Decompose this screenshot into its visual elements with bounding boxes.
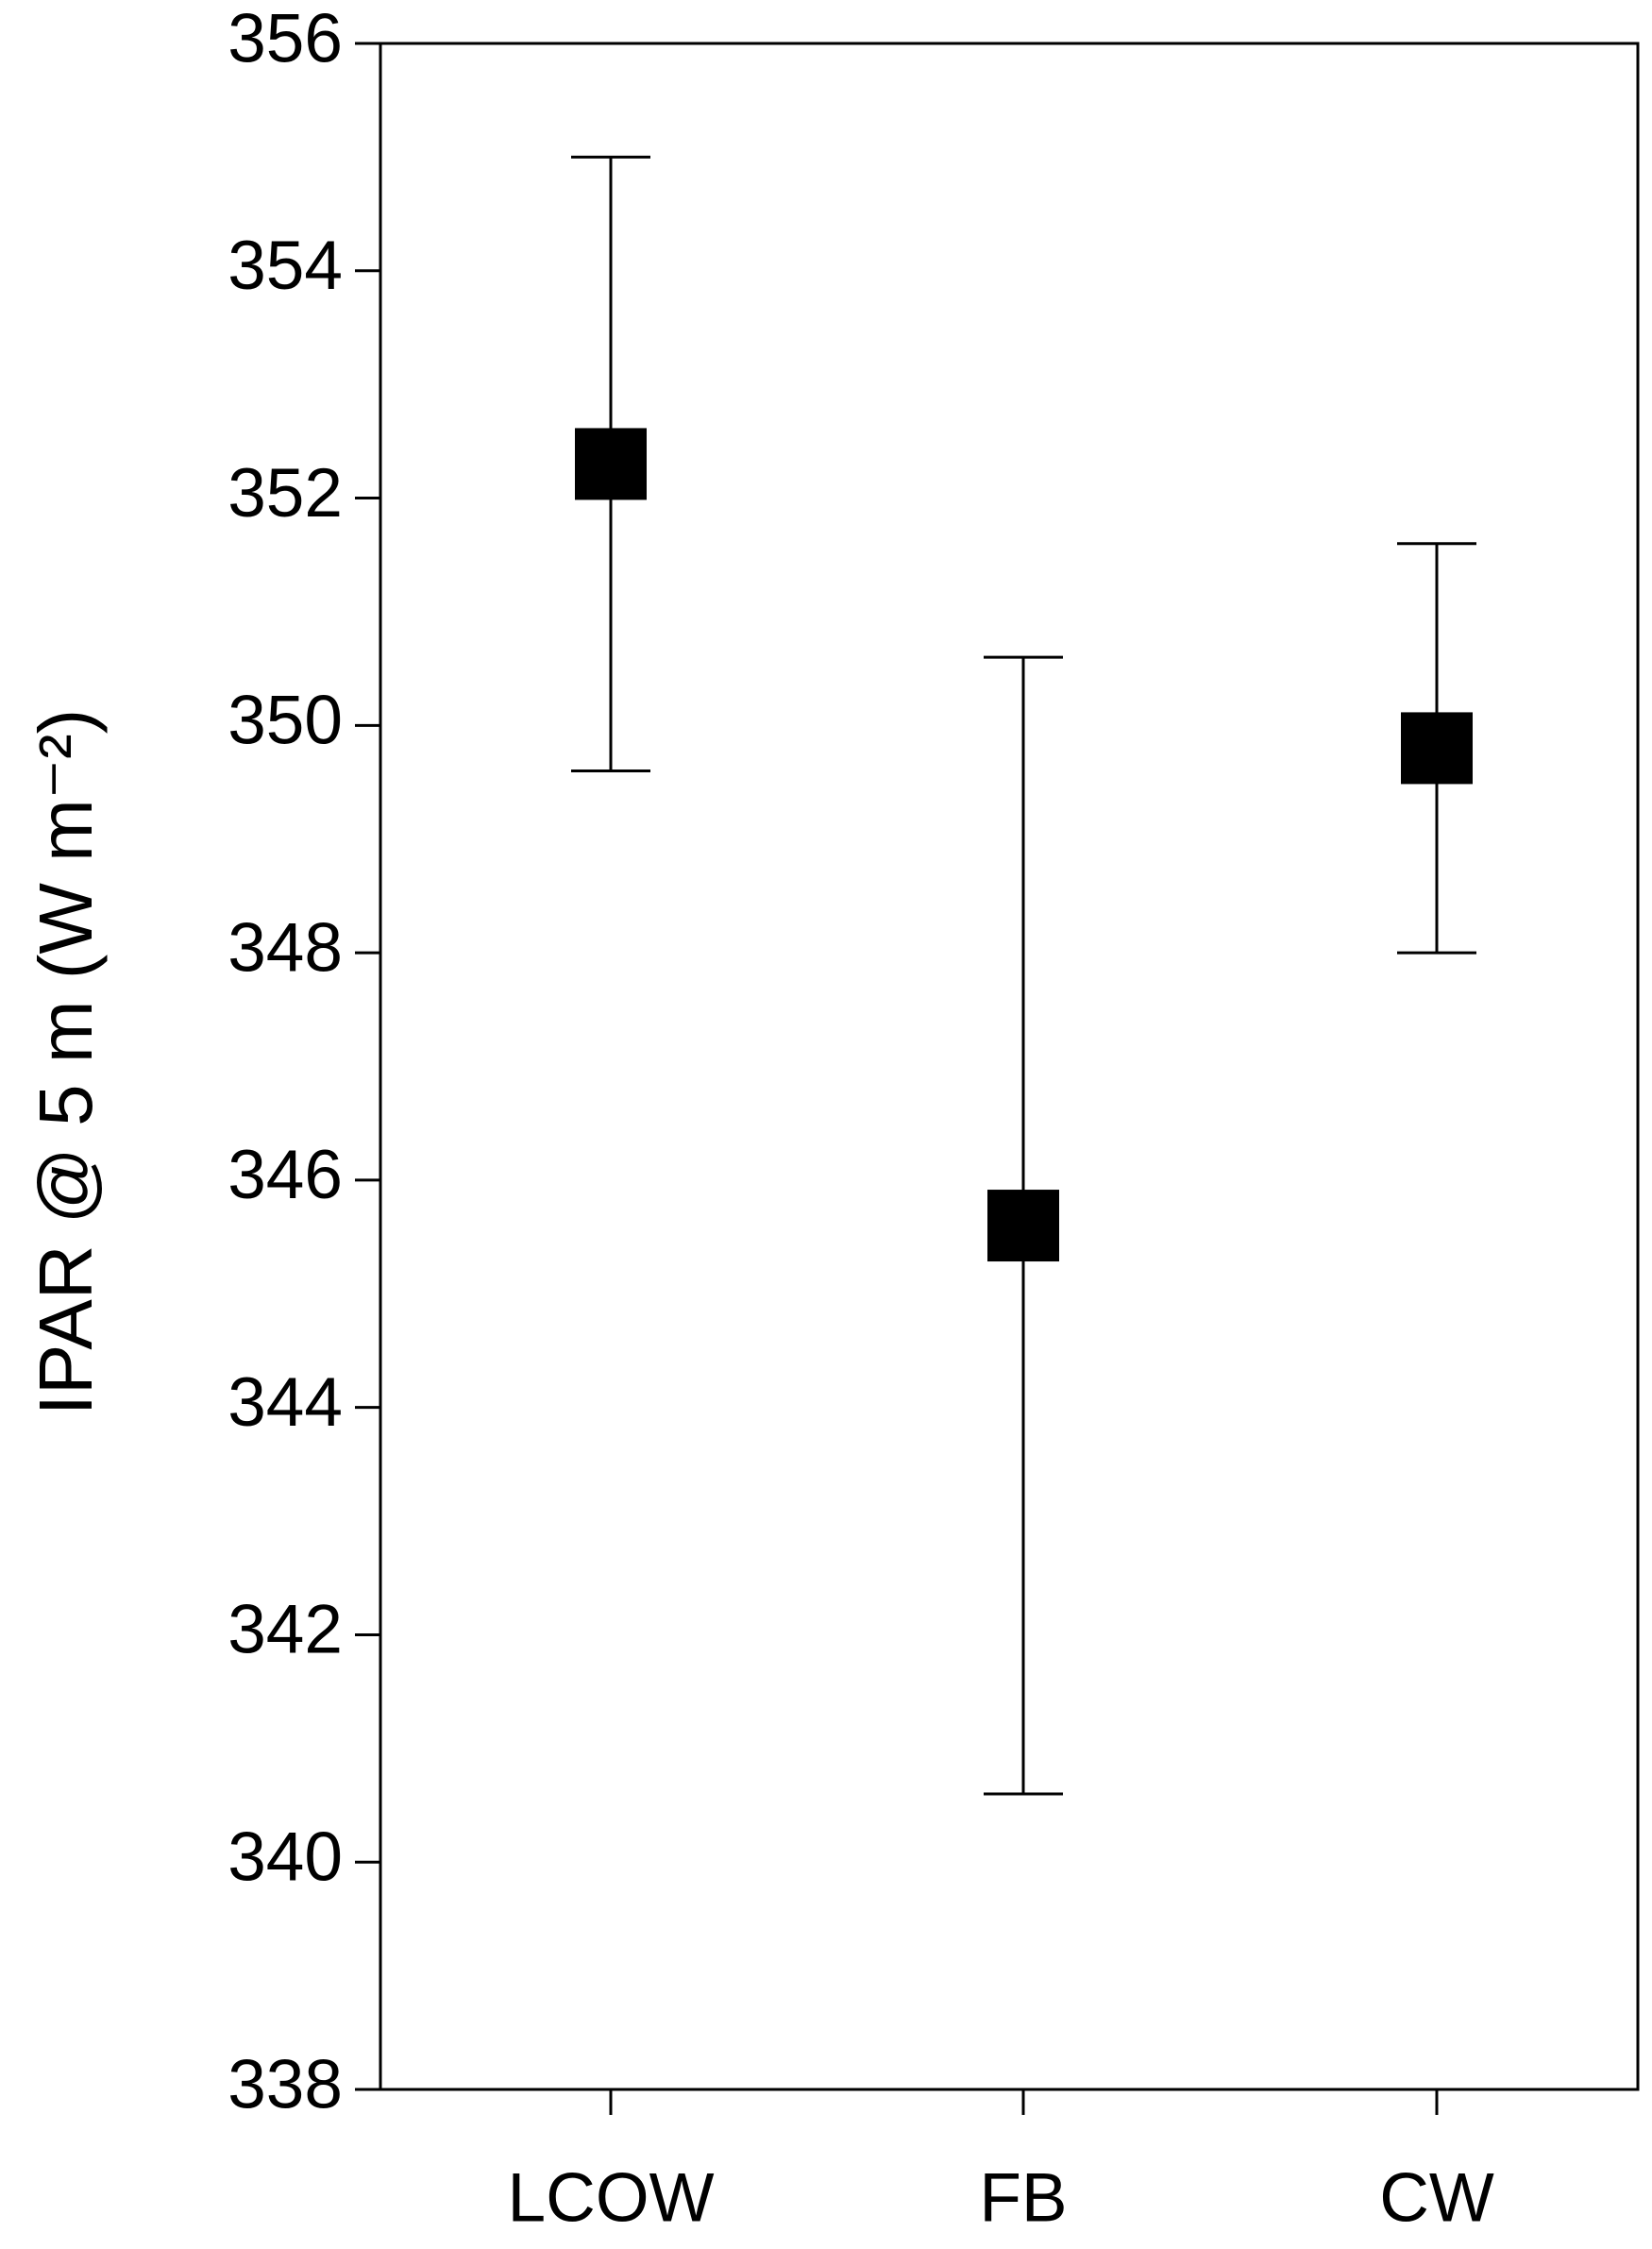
y-tick-label: 356 bbox=[228, 0, 343, 76]
y-tick-label: 352 bbox=[228, 455, 343, 532]
x-tick-label: CW bbox=[1379, 2159, 1494, 2236]
marker bbox=[1401, 712, 1473, 785]
y-tick-label: 354 bbox=[228, 228, 343, 304]
y-tick-label: 344 bbox=[228, 1364, 343, 1441]
marker bbox=[575, 428, 647, 500]
y-tick-label: 346 bbox=[228, 1137, 343, 1213]
y-tick-label: 350 bbox=[228, 683, 343, 759]
marker bbox=[987, 1190, 1059, 1262]
y-axis-label: IPAR @ 5 m (W m⁻²) bbox=[24, 709, 108, 1416]
y-tick-label: 340 bbox=[228, 1819, 343, 1896]
y-tick-label: 342 bbox=[228, 1592, 343, 1668]
y-tick-label: 348 bbox=[228, 909, 343, 986]
y-tick-label: 338 bbox=[228, 2046, 343, 2122]
x-tick-label: LCOW bbox=[508, 2159, 715, 2236]
plot-frame bbox=[379, 42, 1640, 2091]
x-tick-label: FB bbox=[979, 2159, 1067, 2236]
